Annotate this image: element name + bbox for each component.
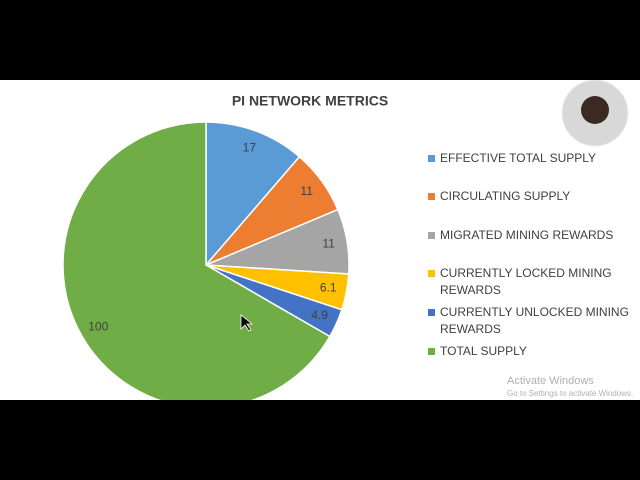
data-label: 11 xyxy=(300,184,313,198)
data-label: 17 xyxy=(243,141,257,155)
data-label: 6.1 xyxy=(320,281,337,295)
legend-item: CIRCULATING SUPPLY xyxy=(428,188,633,205)
legend-swatch xyxy=(428,193,435,200)
legend-item: TOTAL SUPPLY xyxy=(428,343,633,360)
watermark-subtitle: Go to Settings to activate Windows. xyxy=(507,389,633,398)
legend-label: MIGRATED MINING REWARDS xyxy=(440,228,614,242)
letterbox-bottom xyxy=(0,400,640,480)
legend-label: CIRCULATING SUPPLY xyxy=(440,189,571,203)
legend-item: CURRENTLY UNLOCKED MINING REWARDS xyxy=(428,304,633,338)
legend-label: TOTAL SUPPLY xyxy=(440,344,527,358)
data-label: 11 xyxy=(322,236,335,250)
webcam-face xyxy=(581,96,609,124)
legend-swatch xyxy=(428,232,435,239)
pie: 17 11 11 6.1 4.9 100 xyxy=(62,121,350,409)
legend-swatch xyxy=(428,309,435,316)
legend-swatch xyxy=(428,155,435,162)
legend-label: EFFECTIVE TOTAL SUPPLY xyxy=(440,151,597,165)
data-label: 4.9 xyxy=(311,308,328,322)
legend-label: CURRENTLY LOCKED MINING REWARDS xyxy=(440,266,612,297)
legend-item: CURRENTLY LOCKED MINING REWARDS xyxy=(428,265,633,299)
pie-slice xyxy=(62,121,331,409)
data-label: 100 xyxy=(88,319,108,333)
pie-slice xyxy=(205,121,301,268)
legend-item: EFFECTIVE TOTAL SUPPLY xyxy=(428,150,633,167)
legend-swatch xyxy=(428,348,435,355)
legend-item: MIGRATED MINING REWARDS xyxy=(428,227,633,244)
legend-label: CURRENTLY UNLOCKED MINING REWARDS xyxy=(440,305,629,336)
chart-title: PI NETWORK METRICS xyxy=(232,93,388,109)
letterbox-top xyxy=(0,0,640,80)
legend-swatch xyxy=(428,270,435,277)
watermark-title: Activate Windows xyxy=(507,375,594,387)
mouse-cursor xyxy=(240,314,254,332)
